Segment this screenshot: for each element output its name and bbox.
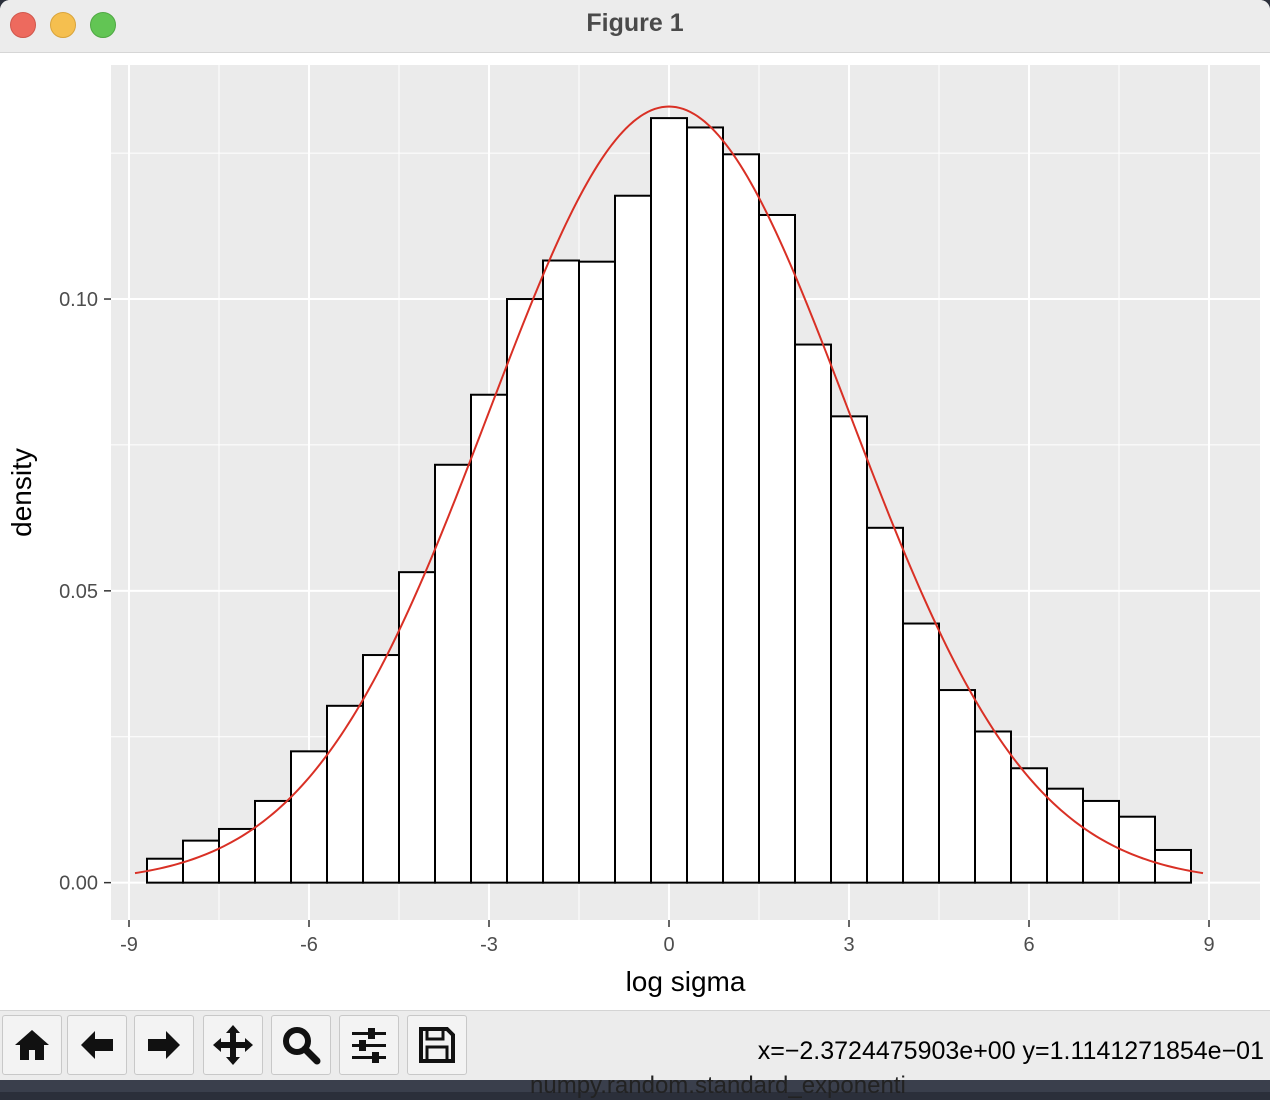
- histogram-bar: [326, 704, 364, 884]
- configure-subplots-button[interactable]: [339, 1015, 399, 1075]
- back-button[interactable]: [67, 1015, 127, 1075]
- x-tick-label: 3: [843, 934, 854, 956]
- histogram-bar: [434, 463, 472, 884]
- forward-button[interactable]: [134, 1015, 194, 1075]
- figure-canvas[interactable]: -9 -6 -3 0 3 6 9 0.00 0.05 0.10 log sigma density: [0, 53, 1270, 1010]
- home-button[interactable]: [2, 1015, 62, 1075]
- navigation-toolbar: x=−2.3724475903e+00 y=1.1141271854e−01: [0, 1010, 1270, 1080]
- floppy-disk-icon: [419, 1027, 455, 1063]
- x-axis-label: log sigma: [626, 966, 746, 997]
- histogram-bars: [146, 117, 1192, 884]
- arrow-left-icon: [81, 1031, 113, 1059]
- x-tick-label: 6: [1023, 934, 1034, 956]
- x-tick-label: -9: [120, 934, 138, 956]
- x-tick-label: -6: [300, 934, 318, 956]
- histogram-bar: [614, 194, 652, 884]
- arrow-right-icon: [148, 1031, 180, 1059]
- save-button[interactable]: [407, 1015, 467, 1075]
- histogram-bar: [1082, 799, 1120, 884]
- histogram-bar: [794, 343, 832, 884]
- histogram-bar: [938, 689, 976, 884]
- axes: -9 -6 -3 0 3 6 9 0.00 0.05 0.10 log sigma density: [6, 289, 1215, 997]
- histogram-bar: [902, 622, 940, 884]
- normal-density-curve: [134, 105, 1204, 875]
- sliders-icon: [352, 1028, 386, 1063]
- histogram-bar: [758, 213, 796, 884]
- window-title: Figure 1: [586, 9, 684, 37]
- histogram-bar: [398, 571, 436, 884]
- maximize-window-button[interactable]: [90, 12, 116, 38]
- histogram-bar: [974, 730, 1012, 884]
- background-window-text: numpy.random.standard_exponenti: [530, 1072, 906, 1099]
- x-tick-label: 9: [1203, 934, 1214, 956]
- home-icon: [15, 1030, 49, 1060]
- histogram-bar: [290, 750, 328, 884]
- histogram-bar: [218, 827, 256, 884]
- title-bar: Figure 1: [0, 0, 1270, 53]
- histogram-bar: [578, 260, 616, 884]
- histogram-bar: [866, 526, 904, 884]
- move-icon: [213, 1025, 253, 1065]
- minimize-window-button[interactable]: [50, 12, 76, 38]
- histogram-bar: [1046, 787, 1084, 884]
- y-axis-label: density: [6, 448, 37, 537]
- y-tick-label: 0.05: [59, 581, 98, 603]
- histogram-bar: [830, 415, 868, 884]
- histogram-bar: [542, 259, 580, 884]
- histogram-bar: [506, 298, 544, 884]
- close-window-button[interactable]: [10, 12, 36, 38]
- background-window: [0, 1080, 1270, 1092]
- histogram-bar: [722, 153, 760, 884]
- x-tick-label: -3: [480, 934, 498, 956]
- histogram-bar: [686, 126, 724, 884]
- histogram-bar: [470, 393, 508, 884]
- histogram-bar: [650, 117, 688, 884]
- histogram-chart: -9 -6 -3 0 3 6 9 0.00 0.05 0.10 log sigma density: [6, 65, 1260, 997]
- cursor-coordinates: x=−2.3724475903e+00 y=1.1141271854e−01: [757, 1037, 1264, 1065]
- pan-button[interactable]: [203, 1015, 263, 1075]
- magnifier-icon: [283, 1027, 321, 1065]
- y-tick-label: 0.10: [59, 289, 98, 311]
- x-tick-label: 0: [663, 934, 674, 956]
- y-tick-label: 0.00: [59, 873, 98, 895]
- zoom-button[interactable]: [271, 1015, 331, 1075]
- histogram-bar: [1010, 767, 1048, 884]
- histogram-bar: [1118, 815, 1156, 884]
